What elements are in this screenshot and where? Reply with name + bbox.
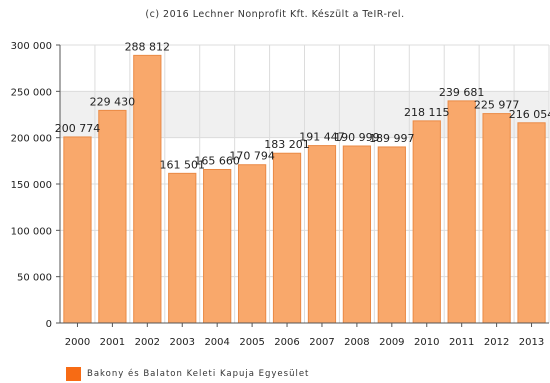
- bar: [447, 100, 476, 324]
- data-label: 183 201: [264, 138, 310, 151]
- legend-label: Bakony és Balaton Keleti Kapuja Egyesüle…: [87, 369, 310, 379]
- data-label: 239 681: [439, 86, 485, 99]
- x-tick-label: 2006: [274, 337, 299, 348]
- y-tick-label: 100 000: [11, 226, 52, 237]
- x-tick-label: 2002: [135, 337, 160, 348]
- data-label: 218 115: [404, 106, 450, 119]
- bar: [98, 109, 127, 324]
- y-tick-label: 200 000: [11, 134, 52, 145]
- x-tick-label: 2012: [484, 337, 509, 348]
- legend-swatch: [66, 367, 81, 381]
- data-label: 190 999: [334, 131, 380, 144]
- x-tick-label: 2009: [379, 337, 404, 348]
- legend: Bakony és Balaton Keleti Kapuja Egyesüle…: [66, 366, 309, 382]
- bar: [237, 164, 267, 324]
- data-label: 225 977: [474, 99, 520, 112]
- bar: [342, 145, 372, 324]
- y-tick-label: 50 000: [17, 273, 52, 284]
- y-tick-label: 150 000: [11, 180, 52, 191]
- data-label: 165 660: [194, 154, 240, 167]
- x-tick-label: 2011: [449, 337, 474, 348]
- data-label: 288 812: [125, 40, 171, 53]
- x-tick-label: 2003: [170, 337, 195, 348]
- data-label: 191 447: [299, 131, 345, 144]
- bar: [307, 145, 337, 324]
- bar: [517, 122, 546, 324]
- y-tick-label: 300 000: [11, 41, 52, 52]
- bar: [377, 146, 406, 324]
- bar: [482, 113, 511, 324]
- data-label: 216 054: [509, 108, 550, 121]
- data-label: 200 774: [55, 122, 101, 135]
- bar: [412, 120, 441, 324]
- x-tick-label: 2008: [344, 337, 369, 348]
- data-label: 189 997: [369, 132, 415, 145]
- bar: [203, 168, 232, 324]
- y-tick-label: 250 000: [11, 87, 52, 98]
- x-tick-label: 2001: [100, 337, 125, 348]
- data-label: 161 501: [160, 158, 206, 171]
- bar: [272, 152, 302, 324]
- bar: [133, 54, 162, 324]
- x-tick-label: 2005: [239, 337, 264, 348]
- data-label: 170 794: [229, 150, 275, 163]
- x-tick-label: 2000: [65, 337, 90, 348]
- x-tick-label: 2013: [519, 337, 544, 348]
- x-tick-label: 2004: [204, 337, 229, 348]
- bar: [63, 136, 92, 324]
- y-tick-label: 0: [46, 319, 52, 330]
- chart-caption: (c) 2016 Lechner Nonprofit Kft. Készült …: [145, 9, 405, 20]
- data-label: 229 430: [90, 95, 136, 108]
- bar: [168, 172, 197, 324]
- x-tick-label: 2010: [414, 337, 439, 348]
- x-tick-label: 2007: [309, 337, 334, 348]
